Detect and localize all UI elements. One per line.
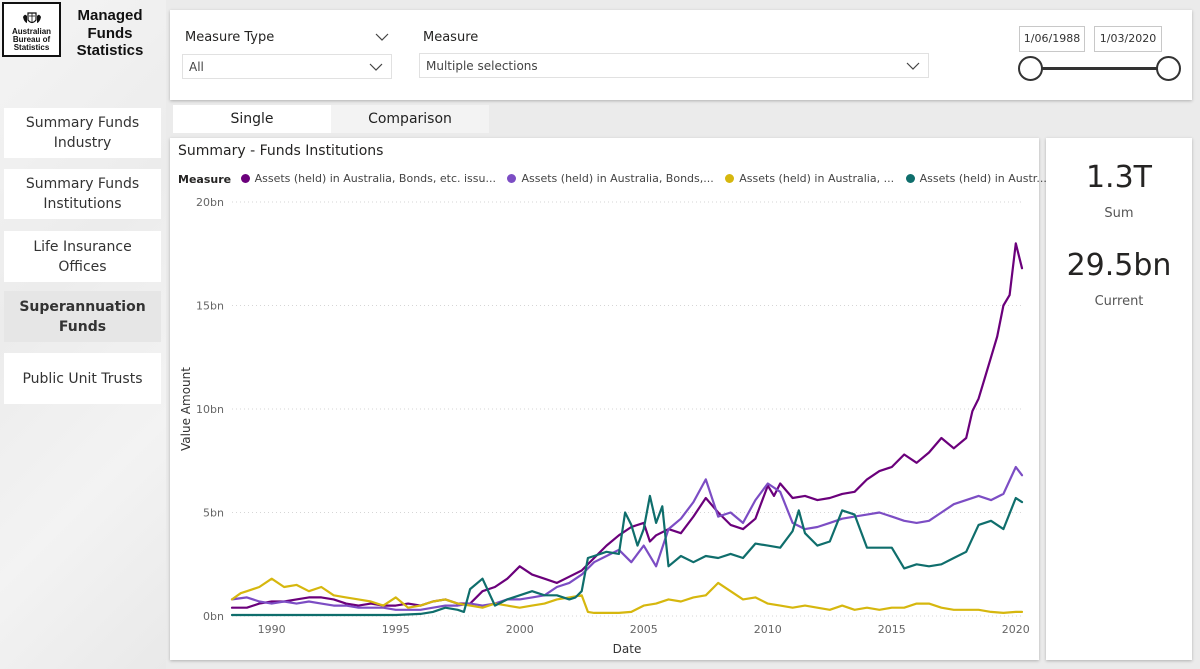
legend-label: Assets (held) in Austr... [919,172,1047,185]
measure-type-value: All [189,60,204,74]
y-tick-label: 20bn [196,196,224,209]
x-tick-label: 2015 [878,623,906,636]
line-chart-card: Summary - Funds Institutions Measure Ass… [170,138,1047,660]
kpi-sum-label: Sum [1104,206,1134,221]
abs-logo: Australian Bureau of Statistics [2,2,61,57]
chevron-down-icon [906,62,920,70]
x-tick-label: 2000 [506,623,534,636]
y-axis-title: Value Amount [179,367,193,451]
x-tick-label: 2010 [754,623,782,636]
y-tick-label: 5bn [203,507,224,520]
measure-type-label: Measure Type [185,30,275,45]
chart-legend: Measure Assets (held) in Australia, Bond… [178,172,1055,188]
sidebar: Australian Bureau of Statistics Managed … [0,0,166,669]
end-date-input[interactable]: 1/03/2020 [1094,26,1162,52]
x-tick-label: 1995 [382,623,410,636]
legend-dot-icon [507,174,517,183]
measure-type-dropdown[interactable]: All [182,54,392,79]
legend-dot-icon [240,174,250,183]
nav-life-insurance-offices[interactable]: Life Insurance Offices [4,231,161,282]
date-range-start-handle[interactable] [1018,56,1043,81]
app-title: Managed Funds Statistics [76,7,144,59]
kpi-current-value: 29.5bn [1066,248,1172,283]
y-tick-label: 0bn [203,610,224,623]
y-tick-label: 15bn [196,300,224,313]
measure-value: Multiple selections [426,59,538,73]
x-tick-label: 2020 [1002,623,1030,636]
y-tick-label: 10bn [196,403,224,416]
legend-item[interactable]: Assets (held) in Austr... [905,172,1047,185]
x-tick-label: 1990 [258,623,286,636]
logo-line: Australian [11,27,52,36]
chevron-down-icon [369,63,383,71]
series-line-1[interactable] [230,242,1024,609]
legend-label: Assets (held) in Australia, Bonds, etc. … [254,172,496,185]
measure-label: Measure [423,30,479,45]
measure-dropdown[interactable]: Multiple selections [419,53,929,78]
x-axis-title: Date [613,642,642,656]
legend-label: Assets (held) in Australia, Bonds,... [521,172,714,185]
series-line-3[interactable] [230,577,1024,614]
date-range-end-handle[interactable] [1156,56,1181,81]
date-range-track[interactable] [1032,67,1168,70]
start-date-input[interactable]: 1/06/1988 [1019,26,1085,52]
filter-bar: Measure Type All Measure Multiple select… [170,10,1192,100]
kpi-current-label: Current [1094,294,1144,309]
tab-comparison[interactable]: Comparison [331,105,489,133]
legend-item[interactable]: Assets (held) in Australia, Bonds,... [507,172,714,185]
chart-title: Summary - Funds Institutions [178,143,384,159]
chevron-down-icon[interactable] [375,33,389,41]
logo-line: Bureau of [12,35,51,44]
nav-summary-funds-institutions[interactable]: Summary Funds Institutions [4,169,161,219]
legend-item[interactable]: Assets (held) in Australia, Bonds, etc. … [240,172,496,185]
kpi-card: 1.3T Sum 29.5bn Current [1046,138,1192,660]
legend-label: Assets (held) in Australia, ... [739,172,895,185]
nav-public-unit-trusts[interactable]: Public Unit Trusts [4,353,161,404]
legend-item[interactable]: Assets (held) in Australia, ... [725,172,894,185]
nav-superannuation-funds[interactable]: Superannuation Funds [4,291,161,342]
line-chart[interactable]: 0bn 5bn 10bn 15bn 20bn 1990 1995 2000 2005 2010 20… [170,193,1039,658]
legend-dot-icon [905,174,915,183]
legend-title: Measure [178,173,232,186]
nav-summary-funds-industry[interactable]: Summary Funds Industry [4,108,161,158]
x-tick-label: 2005 [630,623,658,636]
series-line-4[interactable] [230,494,1024,617]
logo-line: Statistics [13,43,50,52]
coat-of-arms-icon [22,12,41,24]
tab-single[interactable]: Single [173,105,331,133]
legend-dot-icon [725,174,735,183]
kpi-sum-value: 1.3T [1085,160,1153,195]
series-line-2[interactable] [230,465,1024,611]
